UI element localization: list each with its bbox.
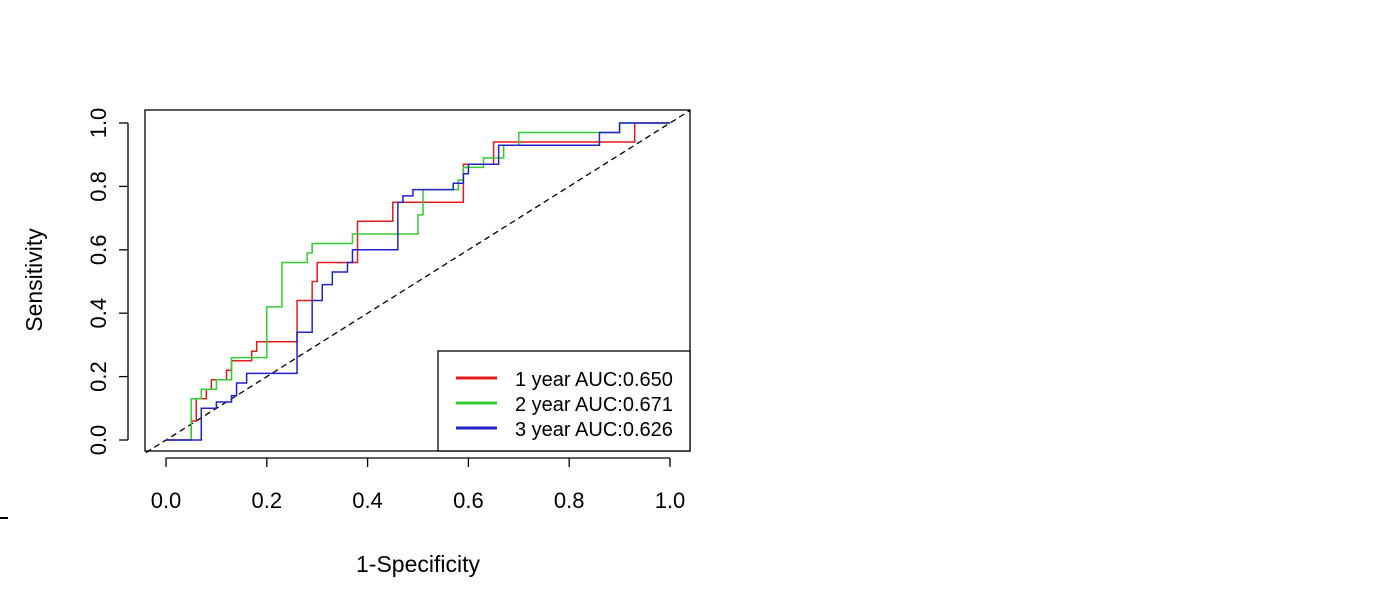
legend-label-2: 2 year AUC:0.671 — [515, 394, 673, 416]
x-tick-label: 0.0 — [151, 488, 182, 513]
series-line-2 — [166, 122, 670, 441]
y-tick-label: 0.6 — [86, 235, 111, 266]
series-line-3 — [166, 122, 670, 441]
series-lines — [166, 122, 670, 441]
y-axis-title: Sensitivity — [21, 228, 47, 332]
legend-label-3: 3 year AUC:0.626 — [515, 419, 673, 441]
y-tick-label: 0.0 — [86, 425, 111, 456]
y-tick-label: 0.4 — [86, 298, 111, 329]
legend-label-1: 1 year AUC:0.650 — [515, 369, 673, 391]
x-tick-label: 0.4 — [352, 488, 383, 513]
plot-area — [144, 109, 691, 452]
plot-frame — [144, 109, 691, 452]
legend-frame — [437, 350, 691, 452]
y-tick-label: 1.0 — [86, 108, 111, 139]
y-tick-label: 0.2 — [86, 361, 111, 392]
y-axis: 0.0 0.2 0.4 0.6 0.8 1.0 — [86, 108, 129, 456]
x-tick-label: 0.8 — [554, 488, 585, 513]
x-tick-label: 0.6 — [453, 488, 484, 513]
page-edge-mark — [0, 517, 8, 519]
x-tick-label: 1.0 — [655, 488, 686, 513]
x-tick-label: 0.2 — [252, 488, 283, 513]
x-axis-title: 1-Specificity — [356, 551, 480, 577]
y-tick-label: 0.8 — [86, 171, 111, 202]
x-axis: 0.0 0.2 0.4 0.6 0.8 1.0 — [151, 457, 686, 513]
reference-diagonal-line — [145, 109, 691, 454]
legend: 1 year AUC:0.650 2 year AUC:0.671 3 year A… — [437, 350, 691, 452]
